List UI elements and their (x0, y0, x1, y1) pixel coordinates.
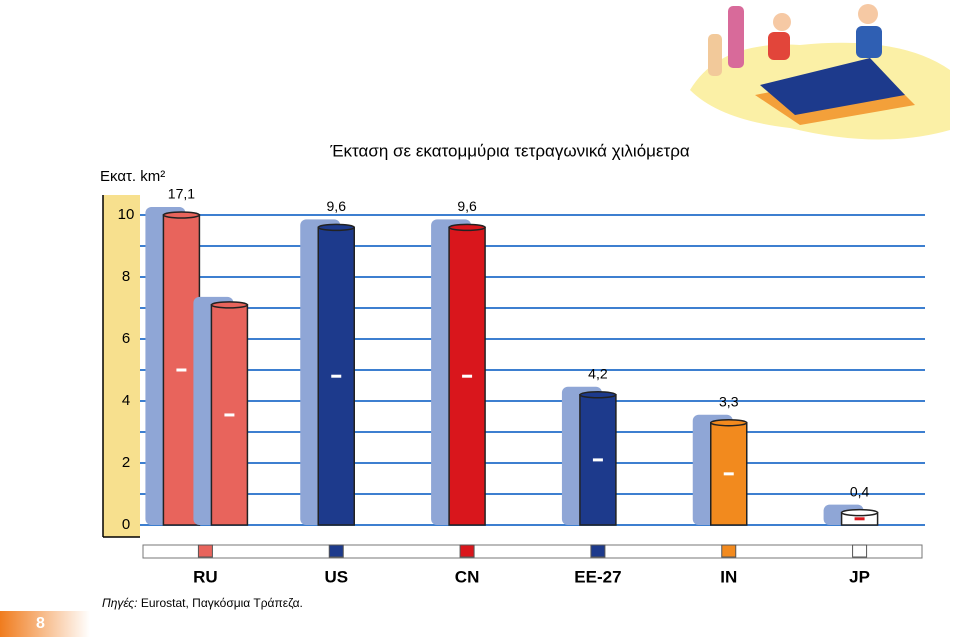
value-label: 9,6 (327, 198, 347, 214)
legend-swatch (721, 544, 737, 558)
axis-band (103, 195, 140, 537)
y-tick-label: 6 (122, 330, 130, 347)
y-tick-label: 8 (122, 268, 130, 285)
legend-swatch (328, 544, 344, 558)
value-label: 4,2 (588, 366, 608, 382)
x-tick-label: IN (720, 567, 737, 586)
illustration (690, 4, 950, 140)
legend-swatch (590, 544, 606, 558)
page-tab (0, 611, 90, 637)
chart-title: Έκταση σε εκατομμύρια τετραγωνικά χιλιόμ… (329, 141, 690, 160)
bar (579, 394, 617, 526)
value-label: 3,3 (719, 393, 739, 409)
legend-swatch (197, 544, 213, 558)
bar-top (448, 223, 486, 232)
x-tick-label: CN (455, 567, 480, 586)
y-tick-label: 0 (122, 516, 130, 533)
page-number: 8 (36, 615, 45, 632)
bar-top (710, 418, 748, 427)
legend-strip (142, 544, 923, 559)
value-label: 0,4 (850, 483, 870, 499)
x-tick-label: JP (849, 567, 870, 586)
y-tick-label: 4 (122, 392, 130, 409)
y-axis-label: Εκατ. km² (100, 168, 165, 185)
legend-swatch (459, 544, 475, 558)
source-label: Πηγές: (102, 596, 137, 610)
value-label: 17,1 (168, 186, 195, 202)
x-tick-label: RU (193, 567, 218, 586)
y-tick-label: 10 (118, 206, 135, 223)
bar-top (317, 223, 355, 232)
bar-top (162, 211, 201, 219)
legend-swatch (852, 544, 868, 558)
source: Πηγές: Eurostat, Παγκόσμια Τράπεζα. (102, 596, 303, 610)
x-tick-label: EE-27 (574, 567, 621, 586)
bar-top (210, 301, 249, 309)
source-text: Eurostat, Παγκόσμια Τράπεζα. (141, 596, 303, 610)
y-tick-label: 2 (122, 454, 130, 471)
value-label: 9,6 (457, 198, 477, 214)
bar-top (579, 391, 617, 399)
x-tick-label: US (324, 567, 348, 586)
bar-top (840, 508, 879, 517)
